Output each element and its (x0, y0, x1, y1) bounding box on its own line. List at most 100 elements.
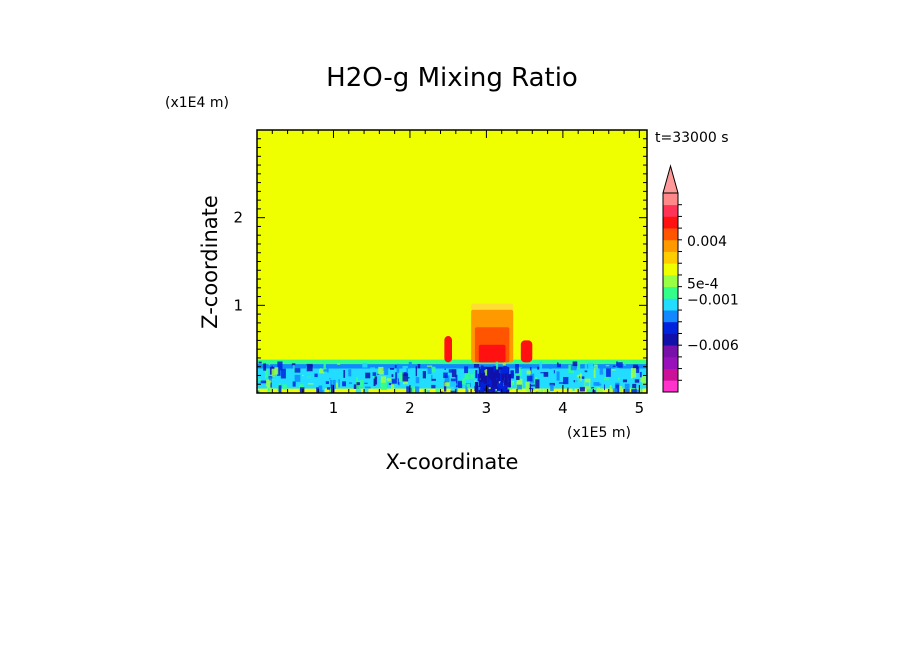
texture-patch (457, 380, 463, 388)
texture-patch (431, 384, 436, 389)
texture-patch (497, 390, 503, 393)
texture-patch (520, 367, 522, 370)
texture-patch (492, 367, 496, 377)
z-unit-label: (x1E4 m) (165, 95, 229, 111)
texture-patch (501, 373, 504, 384)
texture-patch (305, 366, 308, 372)
texture-patch (330, 384, 335, 393)
texture-patch (498, 384, 500, 393)
texture-patch (495, 389, 497, 391)
texture-patch (394, 365, 397, 369)
texture-patch (415, 386, 420, 393)
texture-patch (362, 362, 368, 368)
colorbar-swatch (663, 321, 678, 334)
texture-patch (407, 378, 413, 385)
texture-patch (258, 378, 262, 381)
texture-patch (264, 368, 269, 379)
texture-patch (549, 382, 555, 386)
texture-patch (364, 386, 371, 389)
texture-patch (495, 361, 499, 370)
texture-patch (639, 372, 642, 378)
colorbar-swatch (663, 310, 678, 323)
texture-patch (567, 387, 569, 391)
texture-patch (496, 368, 501, 372)
texture-patch (603, 384, 605, 391)
colorbar-label: 0.004 (687, 234, 727, 250)
texture-patch (402, 365, 408, 369)
colorbar-swatch (663, 228, 678, 241)
texture-patch (448, 369, 454, 373)
texture-patch (450, 381, 456, 391)
texture-patch (374, 376, 378, 385)
texture-patch (535, 377, 537, 380)
texture-patch (595, 387, 601, 393)
texture-patch (435, 388, 440, 393)
texture-patch (484, 369, 488, 376)
texture-patch (402, 373, 409, 382)
texture-patch (612, 388, 618, 393)
x-tick-label: 1 (329, 399, 339, 417)
colorbar-swatch (663, 274, 678, 288)
texture-patch (461, 377, 466, 385)
texture-patch (516, 384, 522, 390)
texture-patch (508, 374, 511, 388)
texture-patch (327, 368, 329, 373)
contour-region (478, 344, 506, 363)
texture-patch (396, 363, 400, 373)
colorbar-swatch (663, 204, 678, 217)
texture-patch (504, 373, 508, 384)
colorbar-label: 5e-4 (687, 277, 719, 293)
texture-patch (355, 389, 362, 393)
texture-patch (592, 392, 599, 393)
texture-patch (599, 365, 604, 375)
texture-patch (579, 373, 582, 381)
texture-patch (292, 381, 296, 387)
texture-patch (615, 367, 620, 370)
texture-patch (417, 363, 421, 369)
texture-patch (271, 365, 273, 368)
texture-patch (572, 383, 575, 391)
texture-patch (631, 389, 637, 393)
texture-patch (408, 361, 412, 367)
texture-patch (431, 366, 436, 373)
texture-patch (616, 361, 618, 367)
colorbar-label: −0.006 (687, 338, 739, 354)
texture-patch (507, 386, 513, 390)
texture-patch (360, 379, 364, 387)
texture-patch (274, 367, 279, 375)
x-tick-label: 4 (558, 399, 568, 417)
texture-patch (464, 371, 470, 380)
texture-patch (370, 367, 375, 370)
texture-patch (507, 390, 509, 393)
texture-patch (272, 375, 277, 377)
texture-patch (455, 374, 458, 384)
texture-patch (566, 389, 569, 393)
chart-title: H2O-g Mixing Ratio (326, 63, 578, 93)
colorbar-swatch (663, 193, 678, 206)
texture-patch (294, 368, 301, 373)
texture-patch (503, 366, 505, 373)
texture-patch (483, 372, 486, 380)
texture-patch (307, 383, 314, 385)
texture-patch (489, 380, 492, 387)
colorbar-swatch (663, 216, 678, 229)
texture-patch (574, 377, 581, 385)
texture-patch (537, 366, 540, 370)
colorbar-label: −0.001 (687, 292, 739, 308)
contour-region (444, 336, 452, 363)
plot-area (257, 130, 647, 393)
texture-patch (473, 364, 480, 368)
texture-patch (543, 372, 549, 377)
texture-patch (330, 380, 333, 390)
texture-patch (623, 363, 626, 366)
texture-patch (535, 379, 540, 389)
texture-patch (444, 368, 446, 370)
texture-patch (325, 381, 329, 384)
texture-patch (380, 376, 387, 383)
texture-patch (556, 363, 561, 368)
texture-patch (386, 378, 391, 382)
texture-patch (635, 366, 640, 373)
texture-patch (431, 378, 436, 381)
texture-patch (407, 377, 410, 379)
